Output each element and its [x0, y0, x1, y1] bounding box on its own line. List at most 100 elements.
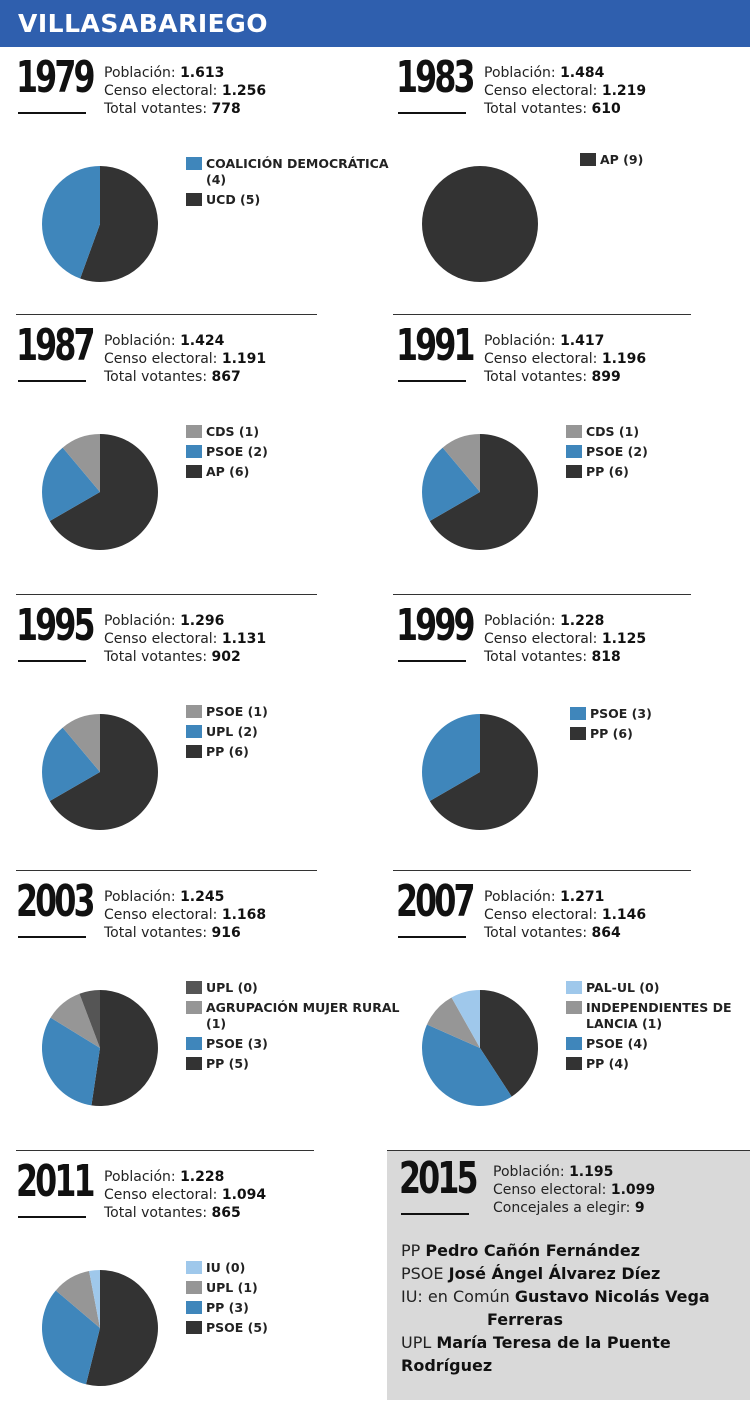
- pie-chart-2007: [421, 990, 539, 1107]
- votantes-value: 899: [591, 369, 621, 385]
- legend-item: PSOE (5): [186, 1320, 406, 1336]
- votantes-value: 864: [591, 925, 621, 941]
- censo-label: Censo electoral:: [104, 351, 218, 367]
- pie-slice: [86, 1270, 158, 1386]
- separator-line: [387, 1150, 750, 1151]
- pie-slice: [50, 993, 100, 1048]
- poblacion-label: Población:: [484, 65, 556, 81]
- concejales-label: Concejales a elegir:: [493, 1200, 631, 1216]
- stats-1995: Población: 1.296 Censo electoral: 1.131 To…: [104, 612, 266, 666]
- candidate-name: María Teresa de la Puente Rodríguez: [401, 1333, 671, 1375]
- separator-line: [16, 314, 317, 315]
- legend-2011: IU (0) UPL (1) PP (3) PSOE (5): [186, 1260, 406, 1340]
- candidates-list: PP Pedro Cañón Fernández PSOE José Ángel …: [401, 1239, 750, 1377]
- legend-swatch: [186, 1001, 202, 1014]
- stats-1979: Población: 1.613 Censo electoral: 1.256 To…: [104, 64, 266, 118]
- separator-line: [16, 1150, 314, 1151]
- legend-label: PSOE (1): [206, 704, 268, 719]
- legend-item: PP (5): [186, 1056, 406, 1072]
- poblacion-label: Población:: [484, 333, 556, 349]
- legend-1995: PSOE (1) UPL (2) PP (6): [186, 704, 406, 764]
- candidate-party: PP: [401, 1241, 421, 1260]
- legend-label: IU (0): [206, 1260, 246, 1275]
- separator-line: [393, 314, 691, 315]
- pie-chart-1983: [422, 166, 538, 282]
- poblacion-label: Población:: [493, 1164, 565, 1180]
- votantes-label: Total votantes:: [484, 101, 588, 117]
- legend-swatch: [186, 981, 202, 994]
- poblacion-value: 1.228: [180, 1169, 225, 1185]
- election-1995: 1995 Población: 1.296 Censo electoral: 1.1…: [0, 598, 375, 868]
- legend-swatch: [186, 745, 202, 758]
- votantes-value: 867: [211, 369, 241, 385]
- votantes-value: 610: [591, 101, 621, 117]
- stats-1983: Población: 1.484 Censo electoral: 1.219 To…: [484, 64, 646, 118]
- candidate-name-cont: Ferreras: [487, 1310, 563, 1329]
- legend-label: UPL (0): [206, 980, 258, 995]
- legend-swatch: [186, 1301, 202, 1314]
- year-label: 1987: [16, 320, 96, 371]
- pie-slice: [89, 1270, 100, 1328]
- year-label: 2003: [16, 876, 96, 927]
- legend-item: PSOE (2): [186, 444, 406, 460]
- candidate-name: Pedro Cañón Fernández: [425, 1241, 640, 1260]
- censo-value: 1.125: [601, 631, 647, 647]
- candidate-name: Gustavo Nicolás Vega: [514, 1287, 710, 1306]
- poblacion-value: 1.245: [180, 889, 225, 905]
- stats-2007: Población: 1.271 Censo electoral: 1.146 To…: [484, 888, 646, 942]
- pie-slice: [429, 434, 538, 550]
- censo-value: 1.256: [221, 83, 267, 99]
- legend-item: IU (0): [186, 1260, 406, 1276]
- legend-1991: CDS (1) PSOE (2) PP (6): [566, 424, 750, 484]
- legend-item: PP (4): [566, 1056, 746, 1072]
- votantes-label: Total votantes:: [484, 925, 588, 941]
- stats-1991: Población: 1.417 Censo electoral: 1.196 To…: [484, 332, 646, 386]
- pie-slice: [49, 434, 158, 550]
- legend-item: AP (9): [580, 152, 750, 168]
- candidate-row: PP Pedro Cañón Fernández: [401, 1239, 750, 1262]
- poblacion-value: 1.271: [560, 889, 605, 905]
- legend-2007: PAL-UL (0) INDEPENDIENTES DE LANCIA (1) PS…: [566, 980, 750, 1076]
- legend-swatch: [186, 1261, 202, 1274]
- stats-1999: Población: 1.228 Censo electoral: 1.125 To…: [484, 612, 646, 666]
- poblacion-value: 1.195: [569, 1164, 614, 1180]
- legend-item: PP (6): [186, 744, 406, 760]
- year-label: 2007: [396, 876, 476, 927]
- year-underline: [18, 112, 86, 114]
- censo-label: Censo electoral:: [484, 631, 598, 647]
- pie-slice: [41, 1290, 100, 1385]
- censo-value: 1.219: [601, 83, 647, 99]
- stats-1987: Población: 1.424 Censo electoral: 1.191 To…: [104, 332, 266, 386]
- legend-swatch: [570, 707, 586, 720]
- year-underline: [18, 936, 86, 938]
- legend-label: PP (5): [206, 1056, 249, 1071]
- censo-value: 1.099: [610, 1182, 656, 1198]
- votantes-value: 865: [211, 1205, 241, 1221]
- censo-label: Censo electoral:: [493, 1182, 607, 1198]
- legend-label: PSOE (3): [590, 706, 652, 721]
- legend-label: AGRUPACIÓN MUJER RURAL (1): [206, 1000, 400, 1031]
- legend-item: UCD (5): [186, 192, 406, 208]
- candidate-row: PSOE José Ángel Álvarez Díez: [401, 1262, 750, 1285]
- votantes-label: Total votantes:: [484, 369, 588, 385]
- votantes-value: 818: [591, 649, 621, 665]
- legend-swatch: [186, 1281, 202, 1294]
- year-label: 1991: [396, 320, 476, 371]
- legend-swatch: [186, 193, 202, 206]
- censo-label: Censo electoral:: [104, 1187, 218, 1203]
- legend-item: PAL-UL (0): [566, 980, 746, 996]
- year-label: 1979: [16, 52, 96, 103]
- legend-item: PSOE (3): [570, 706, 750, 722]
- legend-label: PSOE (2): [206, 444, 268, 459]
- separator-line: [16, 594, 317, 595]
- year-label: 2011: [16, 1156, 96, 1207]
- legend-label: PP (4): [586, 1056, 629, 1071]
- poblacion-value: 1.417: [560, 333, 605, 349]
- legend-swatch: [566, 465, 582, 478]
- pie-slice: [421, 714, 480, 801]
- pie-slice: [55, 1271, 100, 1328]
- legend-item: CDS (1): [186, 424, 406, 440]
- legend-swatch: [566, 1057, 582, 1070]
- election-1979: 1979 Población: 1.613 Censo electoral: 1.2…: [0, 50, 389, 320]
- header-bar: VILLASABARIEGO: [0, 0, 750, 47]
